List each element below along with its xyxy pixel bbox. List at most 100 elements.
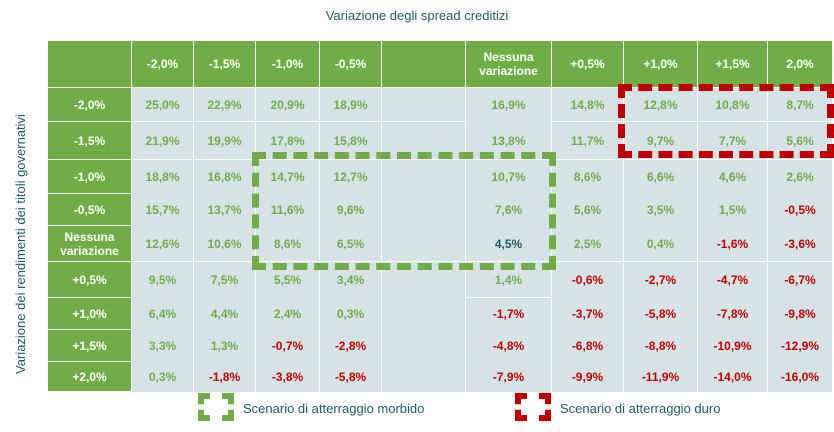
table-cell: -5,8%	[624, 298, 698, 330]
row-header: Nessuna variazione	[48, 226, 132, 262]
table-cell: -2,7%	[624, 262, 698, 298]
column-header: +0,5%	[552, 41, 624, 88]
row-header: +1,0%	[48, 298, 132, 330]
table-cell: 3,3%	[132, 330, 194, 362]
hard-landing-legend-label: Scenario di atterraggio duro	[560, 401, 721, 416]
table-cell: 14,7%	[256, 160, 320, 194]
table-cell: 6,6%	[624, 160, 698, 194]
table-cell: -0,7%	[256, 330, 320, 362]
table-cell: 8,7%	[768, 88, 833, 122]
table-cell	[382, 88, 466, 122]
table-cell: -12,9%	[768, 330, 833, 362]
table-cell: 1,3%	[194, 330, 256, 362]
table-cell: 22,9%	[194, 88, 256, 122]
table-cell: -4,8%	[466, 330, 552, 362]
table-cell: 10,6%	[194, 226, 256, 262]
table-cell: 14,8%	[552, 88, 624, 122]
row-header: -1,5%	[48, 122, 132, 160]
row-header: -1,0%	[48, 160, 132, 194]
table-cell: 1,5%	[698, 194, 768, 226]
row-separator	[466, 297, 552, 298]
column-header	[382, 41, 466, 88]
table-cell: 10,8%	[698, 88, 768, 122]
table-cell: 11,7%	[552, 122, 624, 160]
table-cell: 4,4%	[194, 298, 256, 330]
column-header: Nessuna variazione	[466, 41, 552, 88]
table-cell: 5,6%	[552, 194, 624, 226]
table-cell: 7,6%	[466, 194, 552, 226]
table-cell: -9,8%	[768, 298, 833, 330]
table-cell: 12,8%	[624, 88, 698, 122]
table-cell: 3,5%	[624, 194, 698, 226]
chart-title: Variazione degli spread creditizi	[325, 8, 509, 23]
soft-landing-legend-label: Scenario di atterraggio morbido	[243, 401, 425, 416]
table-cell: 16,9%	[466, 88, 552, 122]
table-cell: 2,6%	[768, 160, 833, 194]
table-cell	[382, 330, 466, 362]
table-cell: 6,4%	[132, 298, 194, 330]
table-cell: -3,7%	[552, 298, 624, 330]
table-cell: -7,9%	[466, 362, 552, 392]
table-cell: 12,7%	[320, 160, 382, 194]
table-cell: -16,0%	[768, 362, 833, 392]
table-cell: 25,0%	[132, 88, 194, 122]
row-separator	[552, 121, 833, 122]
table-cell: -10,9%	[698, 330, 768, 362]
column-header: -1,0%	[256, 41, 320, 88]
table-cell: 18,9%	[320, 88, 382, 122]
table-cell: 18,8%	[132, 160, 194, 194]
table-cell: -2,8%	[320, 330, 382, 362]
table-cell: 0,3%	[132, 362, 194, 392]
row-separator	[132, 121, 466, 122]
table-cell: 13,7%	[194, 194, 256, 226]
column-header: +1,0%	[624, 41, 698, 88]
hard-landing-box	[618, 84, 834, 158]
table-cell: 6,5%	[320, 226, 382, 262]
table-cell: -6,7%	[768, 262, 833, 298]
row-separator	[132, 261, 833, 262]
column-header: +1,5%	[698, 41, 768, 88]
table-cell: -6,8%	[552, 330, 624, 362]
table-cell	[382, 226, 466, 262]
table-cell: 19,9%	[194, 122, 256, 160]
table-cell: 12,6%	[132, 226, 194, 262]
row-header: -2,0%	[48, 88, 132, 122]
column-header: -2,0%	[132, 41, 194, 88]
table-cell: 16,8%	[194, 160, 256, 194]
row-header: +1,5%	[48, 330, 132, 362]
row-header: -0,5%	[48, 194, 132, 226]
table-cell	[382, 362, 466, 392]
table-cell: -14,0%	[698, 362, 768, 392]
column-header: -1,5%	[194, 41, 256, 88]
table-cell: -3,8%	[256, 362, 320, 392]
table-cell: 2,5%	[552, 226, 624, 262]
table-cell: 20,9%	[256, 88, 320, 122]
table-cell: 15,7%	[132, 194, 194, 226]
table-cell: -7,8%	[698, 298, 768, 330]
table-cell: 8,6%	[256, 226, 320, 262]
column-header: -0,5%	[320, 41, 382, 88]
table-cell: 10,7%	[466, 160, 552, 194]
table-cell: 0,4%	[624, 226, 698, 262]
table-cell: -1,7%	[466, 298, 552, 330]
table-cell: 9,6%	[320, 194, 382, 226]
table-cell: 11,6%	[256, 194, 320, 226]
table-cell: -9,9%	[552, 362, 624, 392]
table-cell	[382, 194, 466, 226]
soft-landing-box	[252, 152, 556, 270]
table-cell: -3,6%	[768, 226, 833, 262]
soft-landing-legend-swatch	[198, 393, 234, 421]
table-cell: 2,4%	[256, 298, 320, 330]
column-header: 2,0%	[768, 41, 833, 88]
table-cell: 7,5%	[194, 262, 256, 298]
table-cell: -1,6%	[698, 226, 768, 262]
hard-landing-legend-swatch	[515, 393, 551, 421]
row-separator	[132, 159, 833, 160]
corner-header	[48, 41, 132, 88]
table-cell: -0,6%	[552, 262, 624, 298]
table-cell: 9,5%	[132, 262, 194, 298]
table-cell: -8,8%	[624, 330, 698, 362]
table-cell: -0,5%	[768, 194, 833, 226]
table-cell	[382, 160, 466, 194]
